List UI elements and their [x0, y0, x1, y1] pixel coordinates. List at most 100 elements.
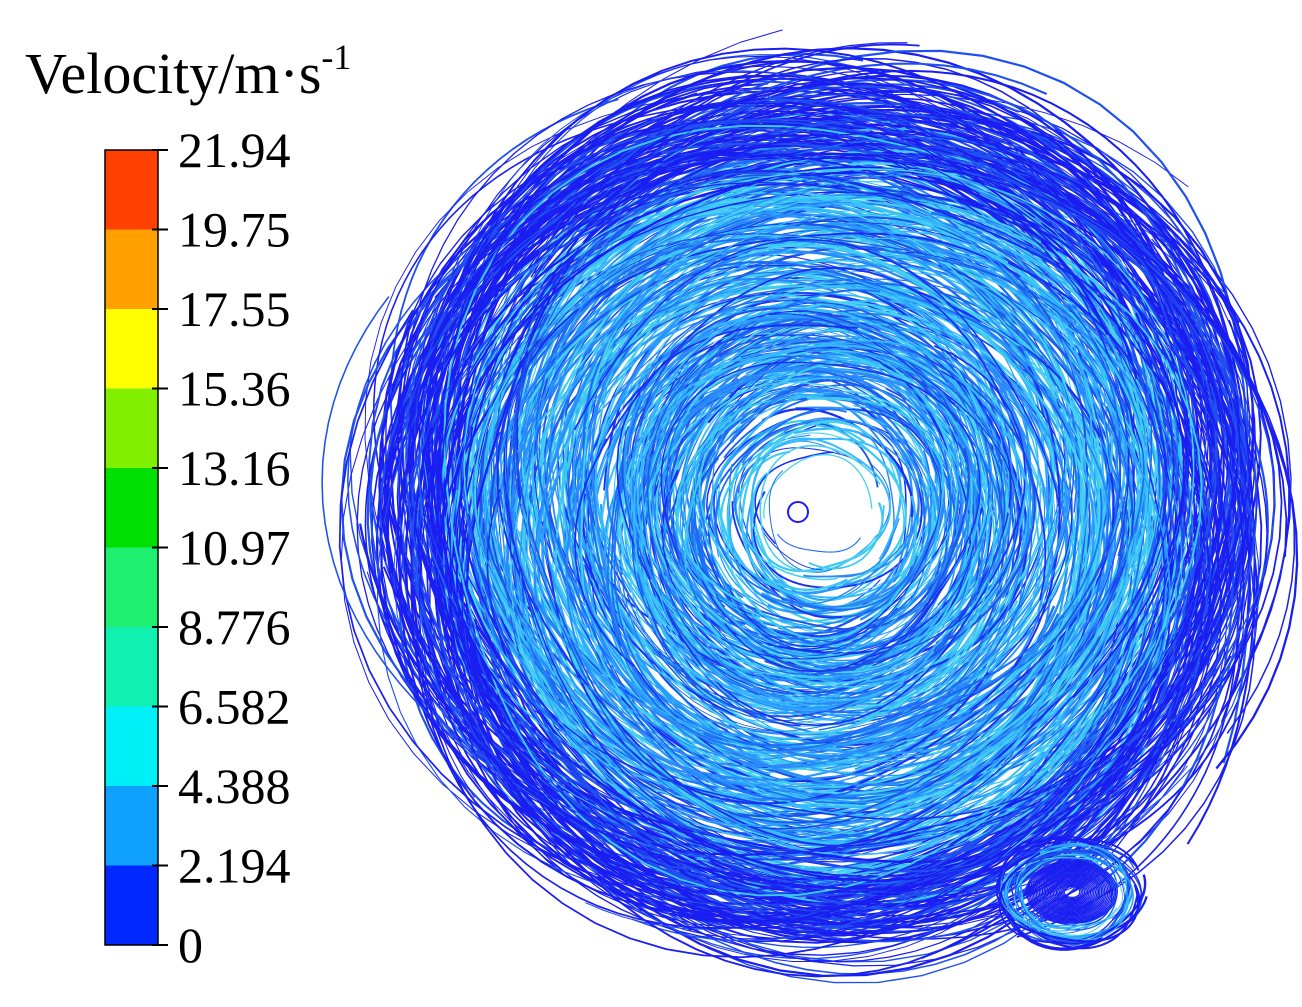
vortex-ring [1057, 881, 1087, 903]
streamline [763, 453, 873, 519]
colorbar-label: 13.16 [178, 440, 291, 496]
streamline [652, 355, 958, 677]
colorbar-label: 17.55 [178, 281, 291, 337]
streamline [408, 102, 1258, 939]
streamline [543, 264, 1073, 784]
streamline [999, 852, 1140, 943]
streamline [396, 82, 1218, 890]
streamline [649, 332, 1018, 691]
colorbar-segment [105, 786, 158, 866]
streamline [514, 313, 1122, 824]
streamline [381, 114, 1254, 977]
streamline [660, 361, 981, 673]
streamline [533, 212, 1129, 781]
streamline [535, 237, 1145, 802]
streamline [436, 154, 1188, 893]
vortex-ring [1044, 873, 1100, 911]
streamline [751, 432, 899, 557]
vortex-ring [1038, 868, 1106, 916]
streamline [591, 277, 968, 769]
vortex-ring [1054, 879, 1090, 905]
vortex-ring [1052, 878, 1092, 906]
streamline [561, 230, 1093, 817]
streamline [983, 169, 1258, 905]
streamline [741, 424, 907, 591]
streamline [573, 238, 1061, 514]
colorbar-label: 19.75 [178, 202, 291, 258]
colorbar-segment [105, 388, 158, 469]
streamline [591, 279, 1071, 635]
vortex-ring [1029, 862, 1115, 922]
streamline [762, 408, 942, 652]
streamline [461, 172, 1179, 848]
colorbar-segment [105, 229, 158, 310]
streamline [564, 102, 1237, 843]
streamline [1017, 854, 1118, 931]
streamline [472, 197, 1109, 464]
streamline [631, 96, 1276, 942]
streamline [639, 307, 1036, 718]
streamline [720, 419, 918, 609]
colorbar-label: 15.36 [178, 361, 291, 417]
streamline [633, 307, 1032, 701]
streamline [542, 287, 1115, 805]
streamline [443, 124, 1203, 897]
streamline [666, 355, 990, 675]
streamline [511, 217, 940, 786]
legend-title-superscript: -1 [321, 37, 351, 77]
streamline [1014, 866, 1089, 934]
streamline [520, 265, 684, 768]
streamline [775, 437, 902, 478]
streamline [808, 505, 885, 570]
streamline [450, 490, 909, 809]
streamline [446, 140, 1170, 793]
vortex-ring [1058, 882, 1086, 902]
streamline [729, 519, 954, 648]
streamline [642, 322, 1006, 695]
streamline [689, 354, 972, 647]
vortex-ring [1047, 875, 1096, 909]
vortex-ring [1063, 885, 1081, 898]
vortex-ring [1051, 877, 1093, 907]
vortex-ring [1027, 861, 1117, 923]
streamline [582, 260, 1037, 693]
streamline [675, 360, 953, 605]
streamline [479, 152, 1185, 699]
streamline [610, 421, 1075, 747]
streamline [695, 381, 958, 591]
streamline [779, 425, 988, 662]
colorbar-label: 0 [178, 917, 203, 973]
streamline [475, 149, 1164, 855]
streamline [412, 142, 1240, 757]
streamlines [321, 29, 1299, 984]
colorbar-label: 10.97 [178, 520, 291, 576]
streamline [658, 299, 1073, 741]
streamline [472, 174, 1137, 776]
streamline [769, 313, 1019, 667]
streamline [594, 147, 1192, 588]
colorbar-segment [105, 865, 158, 946]
streamline [726, 471, 826, 627]
streamline [759, 444, 881, 573]
streamline [630, 318, 1023, 713]
streamline [629, 339, 984, 702]
streamline [379, 69, 1191, 895]
streamline [518, 117, 1191, 892]
streamline [735, 391, 941, 637]
streamline [572, 305, 1032, 777]
streamline [632, 302, 949, 671]
streamline [737, 320, 1018, 725]
vortex-ring [1046, 874, 1098, 910]
legend-title: Velocity/m·s-1 [25, 37, 351, 106]
streamline [684, 373, 953, 564]
streamline [760, 528, 835, 571]
streamline [777, 533, 861, 553]
streamline [565, 397, 1113, 768]
streamline [698, 397, 945, 640]
streamline [750, 437, 892, 591]
streamline [533, 311, 1159, 841]
streamline [607, 418, 1093, 751]
streamline [616, 324, 1027, 727]
streamline [696, 127, 1228, 871]
